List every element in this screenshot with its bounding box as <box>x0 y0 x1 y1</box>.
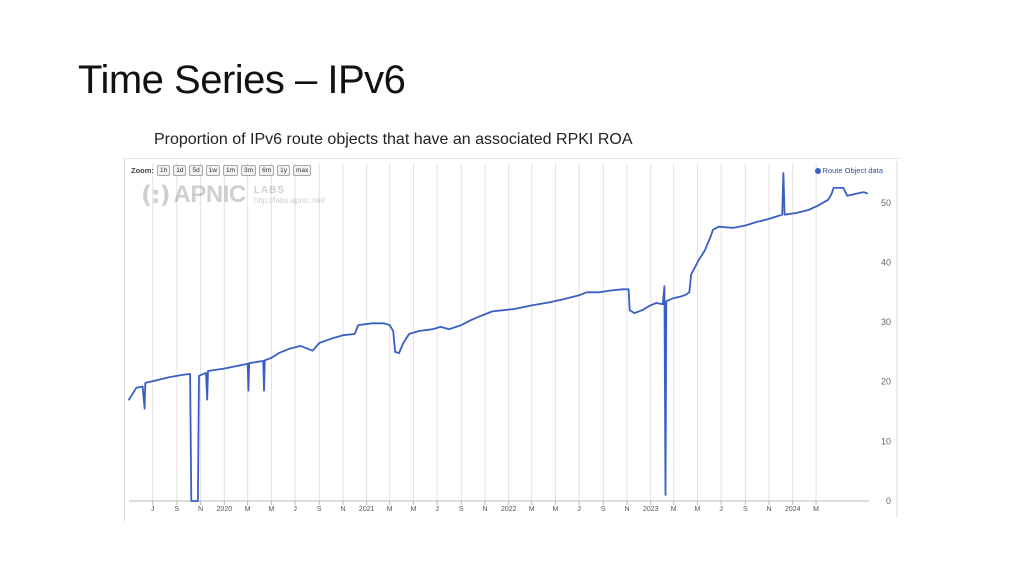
x-tick-label: 2023 <box>643 506 659 513</box>
x-tick-label: 2024 <box>785 506 801 513</box>
x-tick-label: 2021 <box>359 506 375 513</box>
x-tick-label: J <box>293 506 297 513</box>
x-tick-label: N <box>766 506 771 513</box>
x-tick-label: J <box>719 506 723 513</box>
x-tick-label: M <box>552 506 558 513</box>
y-tick-label: 30 <box>881 317 891 327</box>
x-tick-label: N <box>340 506 345 513</box>
y-tick-label: 50 <box>881 198 891 208</box>
x-tick-label: M <box>529 506 535 513</box>
axis-layer: J S N 2020 M M J S N 2021 M M J S N 2022 M M J S N 2023 M M J S N 2… <box>129 161 898 517</box>
x-tick-label: M <box>410 506 416 513</box>
x-tick-label: N <box>482 506 487 513</box>
x-tick-label: N <box>198 506 203 513</box>
y-tick-label: 10 <box>881 436 891 446</box>
zoom-max-button[interactable]: max <box>292 165 312 176</box>
x-tick-label: M <box>245 506 251 513</box>
legend-marker-icon <box>814 167 821 174</box>
x-tick-label: M <box>671 506 677 513</box>
y-tick-label: 40 <box>881 257 891 267</box>
y-tick-label: 0 <box>886 496 891 506</box>
zoom-1m-button[interactable]: 1m <box>223 165 239 176</box>
x-tick-label: S <box>175 506 180 513</box>
slide-subtitle: Proportion of IPv6 route objects that ha… <box>154 131 633 148</box>
zoom-1y-button[interactable]: 1y <box>277 165 290 176</box>
grid-layer <box>152 163 817 501</box>
x-tick-label: 2020 <box>217 506 233 513</box>
zoom-5d-button[interactable]: 5d <box>189 165 203 176</box>
series-layer <box>128 172 868 502</box>
x-tick-label: M <box>268 506 274 513</box>
x-tick-label: S <box>459 506 464 513</box>
zoom-1h-button[interactable]: 1h <box>157 165 171 176</box>
zoom-1w-button[interactable]: 1w <box>205 165 221 176</box>
zoom-6m-button[interactable]: 6m <box>259 165 275 176</box>
x-tick-label: J <box>151 506 155 513</box>
zoom-1d-button[interactable]: 1d <box>173 165 187 176</box>
x-tick-label: M <box>813 506 819 513</box>
zoom-3m-button[interactable]: 3m <box>241 165 257 176</box>
zoom-button-group: 1h 1d 5d 1w 1m 3m 6m 1y max <box>157 165 312 176</box>
x-tick-label: N <box>624 506 629 513</box>
legend[interactable]: Route Object data <box>814 166 883 175</box>
chart-svg: J S N 2020 M M J S N 2021 M M J S N 2022 M M J S N 2023 M M J S N 2… <box>128 161 898 517</box>
chart-frame: J S N 2020 M M J S N 2021 M M J S N 2022 M M J S N 2023 M M J S N 2… <box>124 158 901 521</box>
legend-label: Route Object data <box>822 166 883 175</box>
x-tick-label: M <box>695 506 701 513</box>
slide-title: Time Series – IPv6 <box>78 58 406 102</box>
x-tick-label: S <box>743 506 748 513</box>
x-tick-label: M <box>387 506 393 513</box>
series-line-route-object-data <box>128 172 868 502</box>
x-tick-label: 2022 <box>501 506 517 513</box>
y-tick-label: 20 <box>881 377 891 387</box>
x-tick-label: J <box>435 506 439 513</box>
x-tick-label: S <box>601 506 606 513</box>
x-tick-label: J <box>577 506 581 513</box>
x-tick-label: S <box>317 506 322 513</box>
zoom-label: Zoom: <box>131 166 154 175</box>
